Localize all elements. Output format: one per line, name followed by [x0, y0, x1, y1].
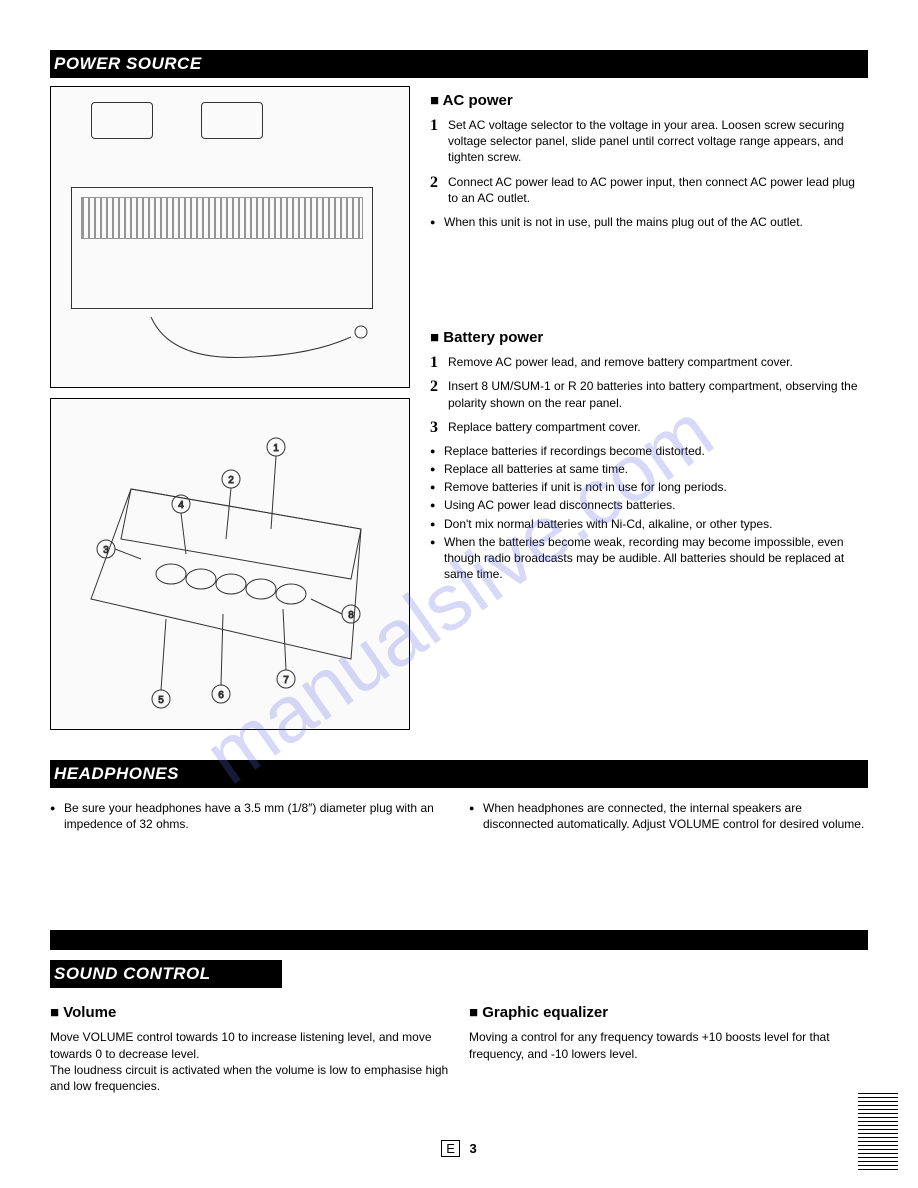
svg-text:1: 1	[273, 443, 279, 454]
eq-body: Moving a control for any frequency towar…	[469, 1029, 868, 1061]
svg-text:2: 2	[228, 475, 234, 486]
svg-text:4: 4	[178, 500, 184, 511]
list-item: Using AC power lead disconnects batterie…	[430, 497, 868, 513]
footer-box-letter: E	[441, 1140, 460, 1157]
step-text: Connect AC power lead to AC power input,…	[448, 175, 855, 205]
diagram-battery-compartment: 1 2 3 4 5 6 7 8	[50, 398, 410, 730]
list-item: 1Remove AC power lead, and remove batter…	[430, 354, 868, 370]
list-item: 2Insert 8 UM/SUM-1 or R 20 batteries int…	[430, 378, 868, 410]
list-item: When this unit is not in use, pull the m…	[430, 214, 868, 230]
list-item: Don't mix normal batteries with Ni-Cd, a…	[430, 516, 868, 532]
footer-page-number: 3	[470, 1141, 477, 1156]
headphones-right-bullets: When headphones are connected, the inter…	[469, 800, 868, 832]
svg-text:7: 7	[283, 675, 289, 686]
list-item: 1Set AC voltage selector to the voltage …	[430, 117, 868, 166]
list-item: 2Connect AC power lead to AC power input…	[430, 174, 868, 206]
divider-bar	[50, 930, 868, 950]
list-item: 3Replace battery compartment cover.	[430, 419, 868, 435]
step-text: Remove AC power lead, and remove battery…	[448, 355, 793, 369]
svg-text:3: 3	[103, 545, 109, 556]
svg-text:8: 8	[348, 610, 354, 621]
heading-ac-power: AC power	[430, 92, 868, 109]
step-text: Replace battery compartment cover.	[448, 420, 641, 434]
section-bar-sound-control: SOUND CONTROL	[50, 960, 282, 988]
list-item: When the batteries become weak, recordin…	[430, 534, 868, 583]
page-footer: E 3	[50, 1140, 868, 1157]
list-item: Remove batteries if unit is not in use f…	[430, 479, 868, 495]
list-item: Replace all batteries at same time.	[430, 461, 868, 477]
list-item: When headphones are connected, the inter…	[469, 800, 868, 832]
list-item: Be sure your headphones have a 3.5 mm (1…	[50, 800, 449, 832]
battery-steps-list: 1Remove AC power lead, and remove batter…	[430, 354, 868, 435]
section-bar-headphones: HEADPHONES	[50, 760, 868, 788]
svg-text:6: 6	[218, 690, 224, 701]
heading-battery-power: Battery power	[430, 329, 868, 346]
ac-bullets-list: When this unit is not in use, pull the m…	[430, 214, 868, 230]
volume-body: Move VOLUME control towards 10 to increa…	[50, 1029, 449, 1094]
step-text: Set AC voltage selector to the voltage i…	[448, 118, 844, 164]
list-item: Replace batteries if recordings become d…	[430, 443, 868, 459]
svg-text:5: 5	[158, 695, 164, 706]
heading-graphic-equalizer: Graphic equalizer	[469, 1004, 868, 1021]
page-edge-marks	[858, 1090, 898, 1170]
ac-steps-list: 1Set AC voltage selector to the voltage …	[430, 117, 868, 206]
heading-volume: Volume	[50, 1004, 449, 1021]
diagram-ac-power	[50, 86, 410, 388]
battery-bullets-list: Replace batteries if recordings become d…	[430, 443, 868, 583]
headphones-left-bullets: Be sure your headphones have a 3.5 mm (1…	[50, 800, 449, 832]
section-bar-power-source: POWER SOURCE	[50, 50, 868, 78]
step-text: Insert 8 UM/SUM-1 or R 20 batteries into…	[448, 379, 858, 409]
